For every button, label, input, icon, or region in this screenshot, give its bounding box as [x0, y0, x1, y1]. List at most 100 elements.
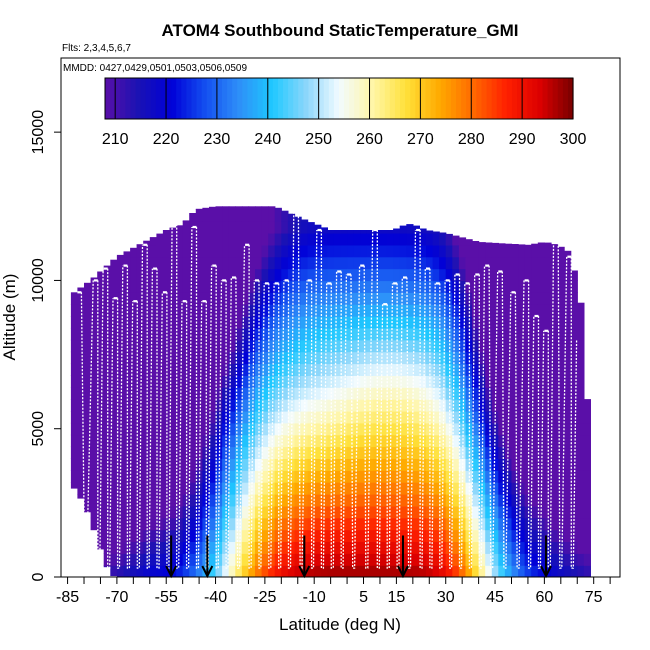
- field-cell: [143, 399, 151, 412]
- field-cell: [189, 541, 197, 554]
- field-cell: [261, 206, 269, 210]
- x-axis-tick-label: 45: [486, 589, 504, 606]
- field-cell: [228, 233, 236, 246]
- field-cell: [333, 375, 342, 388]
- field-cell: [406, 339, 414, 353]
- field-cell: [176, 339, 184, 353]
- field-cell: [333, 410, 342, 424]
- colorbar-cell: [318, 78, 325, 119]
- field-cell: [235, 434, 243, 448]
- field-cell: [176, 292, 184, 305]
- field-cell: [301, 268, 309, 282]
- field-cell: [110, 494, 118, 507]
- field-cell: [116, 553, 125, 566]
- field-cell: [472, 327, 480, 341]
- field-cell: [452, 422, 460, 436]
- field-cell: [333, 422, 342, 436]
- field-cell: [307, 222, 315, 234]
- field-cell: [320, 482, 328, 495]
- field-cell: [577, 316, 585, 329]
- field-cell: [360, 494, 368, 507]
- field-cell: [261, 470, 269, 483]
- field-cell: [235, 209, 243, 222]
- field-cell: [307, 316, 315, 329]
- field-cell: [241, 399, 250, 412]
- field-cell: [84, 375, 92, 388]
- field-cell: [458, 292, 467, 305]
- field-cell: [130, 458, 138, 471]
- field-cell: [90, 316, 98, 329]
- field-cell: [327, 304, 335, 317]
- field-cell: [373, 327, 381, 341]
- field-cell: [472, 470, 480, 483]
- field-cell: [432, 280, 440, 293]
- field-cell: [557, 422, 565, 436]
- field-cell: [531, 565, 539, 577]
- field-cell: [452, 339, 460, 353]
- field-cell: [557, 470, 565, 483]
- field-cell: [222, 221, 230, 234]
- field-cell: [419, 399, 427, 412]
- field-cell: [498, 410, 506, 424]
- field-cell: [287, 375, 296, 388]
- field-cell: [281, 327, 289, 341]
- field-cell: [472, 565, 480, 577]
- colorbar-cell: [181, 78, 187, 119]
- field-cell: [182, 268, 190, 282]
- field-cell: [406, 446, 414, 459]
- colorbar-tick-label: 250: [305, 131, 332, 148]
- field-cell: [136, 256, 144, 270]
- field-cell: [248, 565, 256, 577]
- field-cell: [347, 410, 355, 424]
- profile-line: [195, 227, 203, 569]
- field-cell: [360, 387, 368, 400]
- field-cell: [485, 529, 493, 542]
- field-cell: [248, 304, 256, 317]
- field-cell: [386, 339, 394, 353]
- field-cell: [380, 387, 388, 400]
- field-cell: [77, 482, 85, 495]
- field-cell: [353, 316, 361, 329]
- field-cell: [557, 482, 565, 495]
- field-cell: [340, 339, 348, 353]
- field-cell: [209, 221, 217, 234]
- field-cell: [406, 256, 414, 270]
- field-cell: [518, 482, 526, 495]
- field-cell: [103, 268, 111, 282]
- field-cell: [412, 304, 420, 317]
- colorbar-cell: [267, 78, 274, 119]
- field-cell: [228, 529, 236, 542]
- field-cell: [248, 410, 256, 424]
- field-cell: [511, 470, 519, 483]
- field-cell: [294, 458, 302, 471]
- field-cell: [222, 565, 230, 577]
- field-cell: [215, 268, 223, 282]
- field-cell: [478, 470, 486, 483]
- field-cell: [472, 339, 480, 353]
- field-cell: [511, 446, 519, 459]
- field-cell: [287, 505, 296, 519]
- field-cell: [287, 541, 296, 554]
- x-axis-tick-label: 60: [535, 589, 553, 606]
- field-cell: [537, 316, 545, 329]
- field-cell: [268, 363, 276, 376]
- field-cell: [583, 494, 591, 507]
- field-cell: [511, 280, 519, 293]
- colorbar-cell: [160, 78, 167, 119]
- field-cell: [498, 327, 506, 341]
- colorbar-cell: [196, 78, 203, 119]
- field-cell: [419, 339, 427, 353]
- field-cell: [274, 553, 282, 566]
- field-cell: [399, 517, 407, 531]
- field-cell: [347, 517, 355, 531]
- field-cell: [255, 209, 263, 222]
- field-cell: [268, 339, 276, 353]
- field-cell: [241, 363, 250, 376]
- field-cell: [353, 482, 361, 495]
- colorbar-cell: [527, 78, 533, 119]
- colorbar-cell: [476, 78, 483, 119]
- field-cell: [169, 268, 177, 282]
- field-cell: [340, 233, 348, 246]
- field-cell: [564, 363, 572, 376]
- field-cell: [268, 541, 276, 554]
